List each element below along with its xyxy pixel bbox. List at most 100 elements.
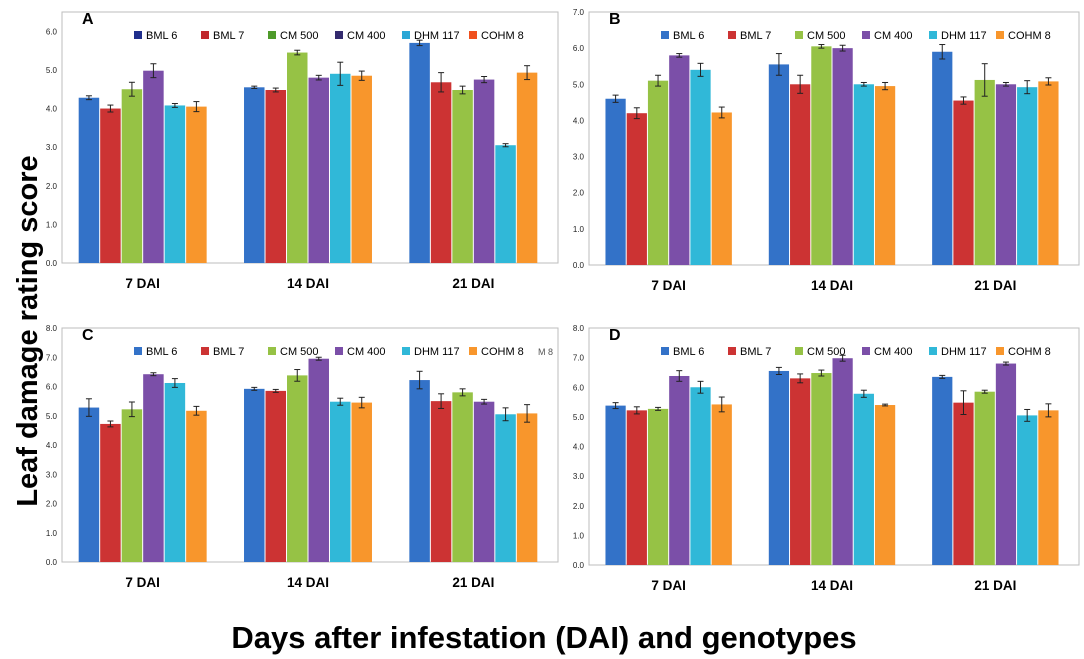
bar-cohm-8 (874, 86, 896, 265)
y-tick-label: 6.0 (46, 383, 58, 392)
bar-cohm-8 (351, 402, 372, 562)
bar-bml-6 (78, 407, 100, 562)
bar-cm-500 (287, 375, 308, 562)
legend-swatch (862, 31, 870, 39)
bar-bml-7 (790, 378, 811, 565)
y-tick-label: 4.0 (573, 443, 585, 452)
y-tick-label: 4.0 (573, 116, 585, 125)
bar-bml-7 (626, 410, 647, 565)
category-label: 7 DAI (125, 276, 160, 291)
y-tick-label: 4.0 (46, 105, 58, 114)
panel-letter: A (82, 11, 94, 28)
legend-label: DHM 117 (941, 30, 987, 42)
legend-swatch (335, 31, 343, 39)
y-tick-label: 3.0 (573, 153, 585, 162)
bar-cm-500 (974, 79, 995, 265)
legend-swatch (268, 31, 276, 39)
y-tick-label: 7.0 (573, 8, 585, 17)
bar-cm-400 (832, 48, 853, 266)
bar-dhm-117 (1017, 415, 1038, 565)
y-tick-label: 6.0 (46, 27, 58, 36)
y-tick-label: 1.0 (46, 529, 58, 538)
legend-swatch (728, 31, 736, 39)
bar-bml-7 (265, 90, 287, 263)
legend-label: BML 6 (146, 30, 177, 42)
bar-bml-6 (409, 42, 430, 264)
legend-swatch (402, 31, 410, 39)
bar-cm-400 (143, 70, 164, 264)
bar-bml-7 (265, 390, 287, 562)
bar-cm-500 (287, 52, 308, 263)
chart-panel-b: 0.0 1.0 2.0 3.0 4.0 5.0 6.0 7.0 B BML 6 BML 7 CM 50… (573, 8, 1080, 293)
legend-swatch (661, 347, 669, 355)
bar-cm-500 (647, 80, 669, 266)
bar-bml-7 (626, 113, 647, 265)
bar-dhm-117 (164, 382, 186, 562)
legend-swatch (201, 347, 209, 355)
bar-bml-6 (244, 87, 265, 263)
bar-bml-6 (768, 64, 790, 266)
bar-bml-7 (953, 402, 974, 565)
legend-swatch (996, 31, 1004, 39)
bar-cm-500 (452, 392, 473, 562)
bar-dhm-117 (329, 73, 351, 264)
legend-label: COHM 8 (1008, 346, 1051, 358)
bar-cm-400 (995, 84, 1017, 266)
legend-label: BML 6 (146, 346, 177, 358)
legend-label: COHM 8 (481, 30, 524, 42)
bar-cm-400 (143, 374, 164, 562)
y-tick-label: 8.0 (573, 324, 585, 333)
legend-swatch (469, 31, 477, 39)
y-tick-label: 3.0 (573, 472, 585, 481)
legend-label: BML 7 (213, 30, 244, 42)
y-tick-label: 3.0 (46, 143, 58, 152)
y-tick-label: 0.0 (573, 261, 585, 270)
legend-label: BML 7 (213, 346, 244, 358)
legend-swatch (795, 347, 803, 355)
category-label: 21 DAI (974, 578, 1016, 593)
bar-cohm-8 (186, 106, 207, 263)
bar-cohm-8 (874, 405, 896, 565)
bar-dhm-117 (164, 105, 186, 263)
bar-cohm-8 (516, 72, 538, 263)
bar-cm-500 (121, 409, 143, 562)
category-label: 14 DAI (287, 575, 329, 590)
bar-bml-6 (409, 380, 430, 562)
bar-bml-7 (430, 401, 452, 562)
y-tick-label: 0.0 (573, 561, 585, 570)
y-tick-label: 6.0 (573, 383, 585, 392)
y-tick-label: 7.0 (573, 354, 585, 363)
bar-bml-7 (790, 84, 811, 266)
bar-cm-500 (811, 46, 832, 266)
bar-bml-6 (932, 51, 953, 265)
bar-dhm-117 (495, 145, 516, 263)
legend-swatch (661, 31, 669, 39)
bar-bml-6 (78, 97, 100, 263)
y-axis-label: Leaf damage rating score (12, 155, 44, 506)
x-axis-label: Days after infestation (DAI) and genotyp… (231, 620, 856, 655)
bar-cm-400 (995, 363, 1017, 565)
bar-dhm-117 (329, 401, 351, 562)
y-tick-label: 5.0 (46, 66, 58, 75)
bar-cohm-8 (711, 404, 732, 565)
bar-dhm-117 (690, 387, 711, 565)
bar-cm-400 (669, 375, 690, 565)
legend-label: BML 6 (673, 346, 704, 358)
bar-cm-400 (308, 358, 329, 562)
category-label: 21 DAI (452, 575, 494, 590)
bar-cohm-8 (1038, 410, 1059, 565)
panel-letter: B (609, 11, 621, 28)
bar-cohm-8 (351, 75, 372, 263)
legend-label: CM 500 (280, 346, 319, 358)
bar-dhm-117 (690, 69, 711, 265)
y-tick-label: 2.0 (46, 500, 58, 509)
y-tick-label: 1.0 (573, 225, 585, 234)
bar-dhm-117 (1017, 87, 1038, 265)
y-tick-label: 2.0 (573, 502, 585, 511)
chart-panel-d: 0.0 1.0 2.0 3.0 4.0 5.0 6.0 7.0 8.0 D BML 6 BML 7 CM… (573, 324, 1080, 593)
bar-cm-500 (974, 391, 995, 565)
bar-cm-400 (473, 401, 495, 562)
bar-cm-500 (647, 408, 669, 565)
bar-bml-6 (605, 405, 626, 565)
